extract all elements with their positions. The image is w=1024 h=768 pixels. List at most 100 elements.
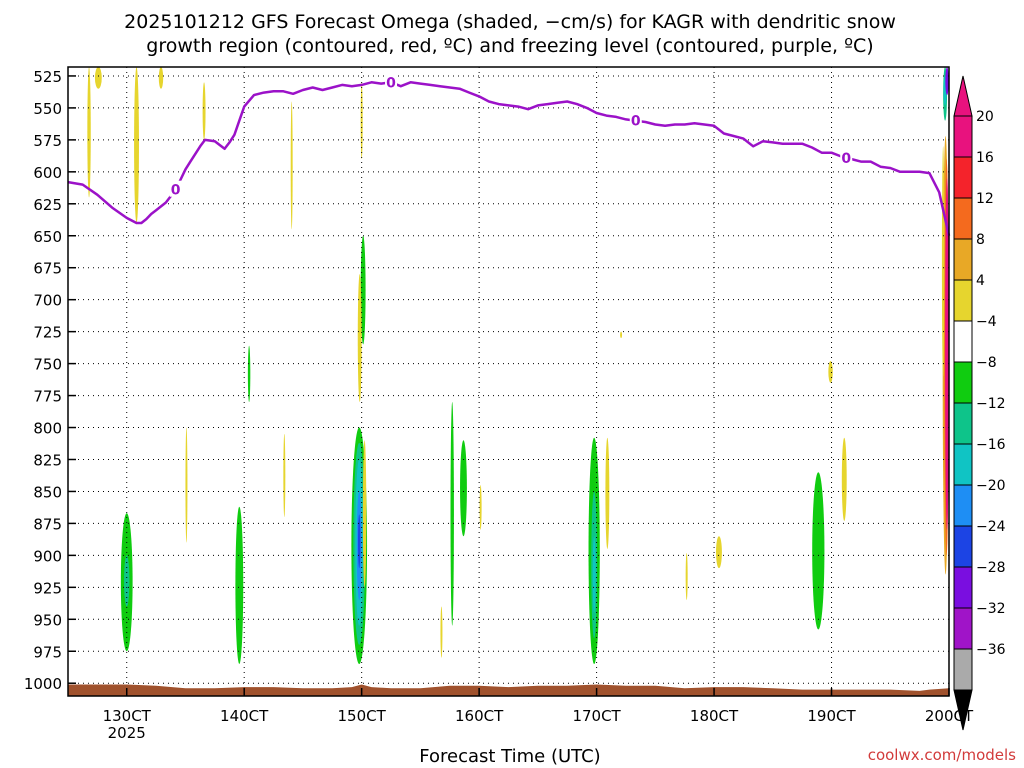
omega-region-19: [158, 67, 164, 89]
x-sub-label-0: 2025: [108, 724, 146, 742]
y-tick-label-8: 725: [33, 324, 62, 342]
y-tick-label-19: 1000: [24, 675, 62, 693]
y-tick-label-10: 775: [33, 388, 62, 406]
omega-region-22: [360, 82, 363, 160]
colorbar-tick-label-10: −24: [976, 519, 1006, 535]
terrain-fill: [68, 684, 949, 696]
colorbar-low-arrow: [953, 689, 973, 731]
colorbar-bin-13: [953, 648, 973, 691]
omega-region-39: [941, 146, 945, 377]
y-tick-label-14: 875: [33, 515, 62, 533]
omega-region-8: [357, 514, 361, 569]
omega-region-24: [362, 440, 367, 588]
chart-title-line-1: 2025101212 GFS Forecast Omega (shaded, −…: [124, 11, 896, 33]
x-tick-label-2: 150CT: [338, 707, 387, 725]
omega-region-27: [440, 606, 443, 658]
x-tick-label-3: 160CT: [455, 707, 504, 725]
omega-region-32: [716, 536, 722, 569]
omega-region-25: [185, 427, 188, 543]
colorbar-bin-9: [953, 484, 973, 527]
omega-region-3: [247, 345, 251, 402]
y-tick-label-18: 975: [33, 643, 62, 661]
omega-region-11: [460, 440, 467, 537]
omega-region-31: [685, 552, 688, 601]
y-tick-label-0: 525: [33, 68, 62, 86]
y-tick-label-2: 575: [33, 132, 62, 150]
contour-label-2: 0: [631, 114, 641, 130]
omega-region-17: [94, 67, 102, 89]
colorbar-tick-label-4: 4: [976, 273, 985, 289]
omega-region-18: [134, 67, 139, 223]
colorbar-tick-label-9: −20: [976, 478, 1006, 494]
y-tick-label-6: 675: [33, 260, 62, 278]
y-tick-label-7: 700: [33, 292, 62, 310]
colorbar-bin-4: [953, 279, 973, 322]
omega-region-20: [202, 82, 206, 140]
omega-region-23: [357, 274, 362, 402]
colorbar-tick-label-2: 12: [976, 191, 994, 207]
freezing-level-layer: 0 0 0 0: [67, 73, 951, 237]
y-tick-label-1: 550: [33, 100, 62, 118]
colorbar-bin-1: [953, 156, 973, 199]
omega-region-21: [290, 101, 293, 230]
y-tick-label-3: 600: [33, 164, 62, 182]
omega-region-16: [87, 67, 91, 198]
colorbar-tick-label-3: 8: [976, 232, 985, 248]
y-tick-label-5: 650: [33, 228, 62, 246]
omega-region-10: [450, 401, 454, 626]
contour-label-bg-3: [840, 148, 853, 165]
colorbar-bin-5: [953, 320, 973, 363]
colorbar-bin-3: [953, 238, 973, 281]
colorbar-bin-0: [953, 115, 973, 158]
colorbar-bin-8: [953, 443, 973, 486]
x-tick-label-1: 140CT: [220, 707, 269, 725]
y-axis: 525 550 575 600 625 650 675 700 725 750 775 800 825 8…: [24, 68, 76, 693]
x-tick-label-6: 190CT: [807, 707, 856, 725]
colorbar-bin-7: [953, 402, 973, 445]
freezing-level-line: [67, 81, 951, 237]
x-axis-label: Forecast Time (UTC): [419, 746, 600, 767]
omega-region-29: [605, 437, 610, 549]
contour-label-bg-0: [169, 180, 182, 197]
colorbar-tick-label-6: −8: [976, 355, 997, 371]
plot-frame: [67, 66, 950, 697]
colorbar: 20 16 12 8 4 −4 −8 −12 −16 −20 −24 −28 −32 −36: [953, 75, 1006, 731]
colorbar-tick-label-0: 20: [976, 109, 994, 125]
colorbar-bin-6: [953, 361, 973, 404]
omega-region-30: [620, 331, 623, 339]
contour-label-1: 0: [386, 75, 396, 91]
grid-layer: [68, 67, 950, 696]
terrain-layer: [68, 684, 949, 696]
contour-label-0: 0: [171, 183, 181, 199]
colorbar-bin-10: [953, 525, 973, 568]
omega-region-33: [828, 361, 833, 383]
y-tick-label-13: 850: [33, 483, 62, 501]
y-tick-label-4: 625: [33, 196, 62, 214]
colorbar-tick-label-13: −36: [976, 642, 1006, 658]
omega-region-34: [841, 437, 847, 521]
plot-area: 0 0 0 0: [67, 66, 951, 697]
colorbar-tick-label-11: −28: [976, 560, 1006, 576]
credit-text: coolwx.com/models: [868, 746, 1016, 764]
y-tick-label-11: 800: [33, 420, 62, 438]
omega-region-41: [945, 178, 949, 530]
omega-region-1: [124, 555, 130, 607]
colorbar-tick-label-12: −32: [976, 601, 1006, 617]
colorbar-tick-label-1: 16: [976, 150, 994, 166]
y-tick-label-12: 825: [33, 451, 62, 469]
y-tick-label-17: 950: [33, 611, 62, 629]
omega-region-37: [945, 67, 949, 96]
contour-label-bg-1: [385, 73, 398, 90]
x-tick-label-0: 130CT: [103, 707, 152, 725]
colorbar-tick-label-7: −12: [976, 396, 1006, 412]
x-tick-label-5: 180CT: [690, 707, 739, 725]
omega-region-14: [592, 536, 596, 613]
colorbar-high-arrow: [953, 75, 973, 117]
contour-label-3: 0: [841, 151, 851, 167]
y-tick-label-15: 900: [33, 547, 62, 565]
y-tick-label-16: 925: [33, 579, 62, 597]
y-tick-label-9: 750: [33, 356, 62, 374]
colorbar-bin-11: [953, 566, 973, 609]
omega-region-26: [283, 433, 286, 518]
